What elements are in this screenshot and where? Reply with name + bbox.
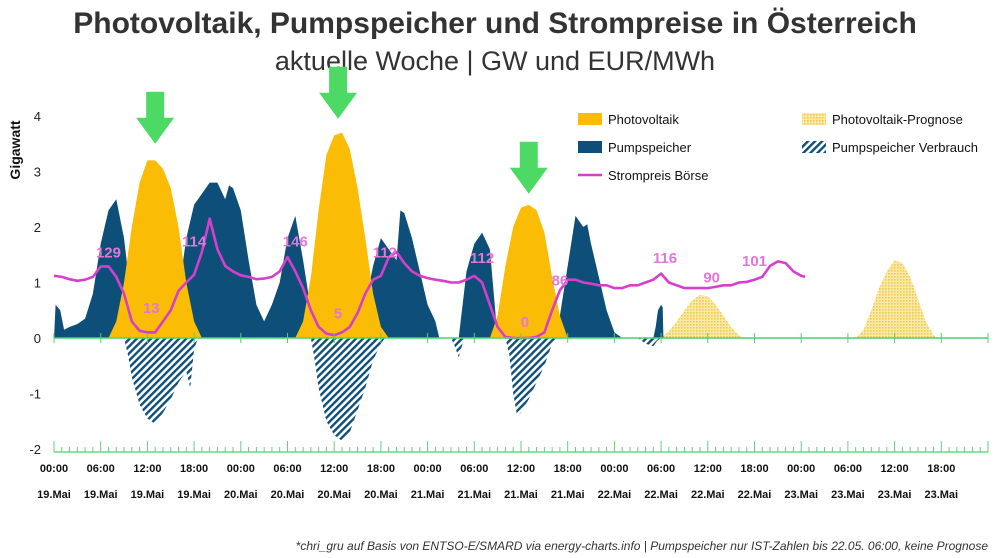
x-tick-time: 12:00 <box>507 463 535 475</box>
x-tick-time: 06:00 <box>834 463 862 475</box>
price-labels: 129 13 114 146 5 112 112 0 86 116 90 101 <box>96 233 767 330</box>
x-tick-time: 06:00 <box>460 463 488 475</box>
legend-item: Photovoltaik <box>578 112 679 127</box>
x-tick-time: 12:00 <box>694 463 722 475</box>
x-tick-time: 18:00 <box>367 463 395 475</box>
x-tick-time: 12:00 <box>133 463 161 475</box>
x-tick-date: 22.Mai <box>644 489 678 501</box>
price-data-label: 116 <box>653 250 677 267</box>
x-tick-time: 18:00 <box>180 463 208 475</box>
y-axis-label: Gigawatt <box>7 120 23 179</box>
x-tick-time: 06:00 <box>87 463 115 475</box>
legend-label: Pumpspeicher Verbrauch <box>832 140 978 155</box>
x-tick-date: 23.Mai <box>878 489 912 501</box>
x-tick-time: 00:00 <box>600 463 628 475</box>
x-tick-date: 22.Mai <box>598 489 632 501</box>
price-data-label: 112 <box>470 250 494 267</box>
x-tick-date: 20.Mai <box>364 489 398 501</box>
price-data-label: 112 <box>373 245 397 262</box>
series-photovoltaik <box>108 132 568 338</box>
price-data-label: 146 <box>283 233 308 250</box>
legend-label: Photovoltaik <box>608 112 679 127</box>
y-tick-label: 0 <box>34 331 41 346</box>
chart-title: Photovoltaik, Pumpspeicher und Stromprei… <box>73 7 917 40</box>
arrows <box>136 66 548 194</box>
x-tick-time: 00:00 <box>787 463 815 475</box>
price-data-label: 0 <box>521 314 529 331</box>
price-data-label: 129 <box>96 245 121 262</box>
price-data-label: 101 <box>742 253 767 270</box>
price-data-label: 90 <box>703 270 720 287</box>
legend-item: Pumpspeicher <box>578 140 692 155</box>
x-tick-date: 20.Mai <box>317 489 351 501</box>
x-tick-date: 23.Mai <box>924 489 958 501</box>
x-tick-date: 22.Mai <box>738 489 772 501</box>
chart-subtitle: aktuelle Woche | GW und EUR/MWh <box>275 46 715 76</box>
x-tick-time: 00:00 <box>227 463 255 475</box>
x-tick-time: 12:00 <box>320 463 348 475</box>
legend-item: Photovoltaik-Prognose <box>802 112 963 127</box>
x-tick-date: 23.Mai <box>784 489 818 501</box>
price-data-label: 5 <box>334 306 342 323</box>
legend-item: Strompreis Börse <box>578 168 708 183</box>
x-tick-date: 19.Mai <box>131 489 165 501</box>
down-arrow-icon <box>319 66 358 119</box>
legend-swatch <box>802 113 826 125</box>
price-data-label: 13 <box>143 300 160 317</box>
price-data-label: 86 <box>552 272 569 289</box>
x-tick-time: 06:00 <box>647 463 675 475</box>
series-pumpspeicher-verbrauch <box>124 338 662 441</box>
x-tick-time: 18:00 <box>927 463 955 475</box>
y-tick-label: 3 <box>34 165 41 180</box>
legend-label: Strompreis Börse <box>608 168 708 183</box>
x-tick-time: 00:00 <box>40 463 68 475</box>
y-ticks: -2 -1 0 1 2 3 4 <box>29 109 41 457</box>
y-tick-label: 4 <box>34 109 41 124</box>
series-strompreis-boerse <box>53 217 806 340</box>
y-tick-label: -1 <box>29 387 41 402</box>
plot-area <box>53 132 938 441</box>
x-tick-time: 18:00 <box>554 463 582 475</box>
x-tick-date: 22.Mai <box>691 489 725 501</box>
x-tick-date: 19.Mai <box>84 489 118 501</box>
legend: Photovoltaik Photovoltaik-Prognose Pumpspe… <box>578 112 978 183</box>
legend-swatch <box>578 141 602 153</box>
x-axis: 00:00 19.Mai 06:00 19.Mai 12:00 19.Mai 18:00 19… <box>37 333 989 501</box>
x-tick-time: 18:00 <box>740 463 768 475</box>
x-tick-date: 21.Mai <box>411 489 445 501</box>
y-tick-label: -2 <box>29 442 41 457</box>
x-tick-date: 23.Mai <box>831 489 865 501</box>
y-tick-label: 2 <box>34 220 41 235</box>
legend-label: Photovoltaik-Prognose <box>832 112 963 127</box>
x-tick-date: 21.Mai <box>457 489 491 501</box>
legend-swatch <box>802 141 826 153</box>
x-tick-date: 19.Mai <box>177 489 211 501</box>
legend-label: Pumpspeicher <box>608 140 692 155</box>
price-data-label: 114 <box>182 233 207 250</box>
x-tick-time: 12:00 <box>881 463 909 475</box>
x-tick-time: 06:00 <box>273 463 301 475</box>
x-tick-date: 21.Mai <box>551 489 585 501</box>
legend-item: Pumpspeicher Verbrauch <box>802 140 978 155</box>
x-tick-date: 21.Mai <box>504 489 538 501</box>
x-tick-date: 20.Mai <box>271 489 305 501</box>
x-tick-date: 19.Mai <box>37 489 71 501</box>
x-tick-date: 20.Mai <box>224 489 258 501</box>
series-pumpspeicher <box>54 182 664 338</box>
down-arrow-icon <box>509 141 548 194</box>
x-tick-time: 00:00 <box>414 463 442 475</box>
series-photovoltaik-prognose <box>661 260 938 338</box>
legend-swatch <box>578 113 602 125</box>
down-arrow-icon <box>136 91 175 144</box>
y-tick-label: 1 <box>34 276 41 291</box>
footnote: *chri_gru auf Basis von ENTSO-E/SMARD vi… <box>296 539 989 553</box>
